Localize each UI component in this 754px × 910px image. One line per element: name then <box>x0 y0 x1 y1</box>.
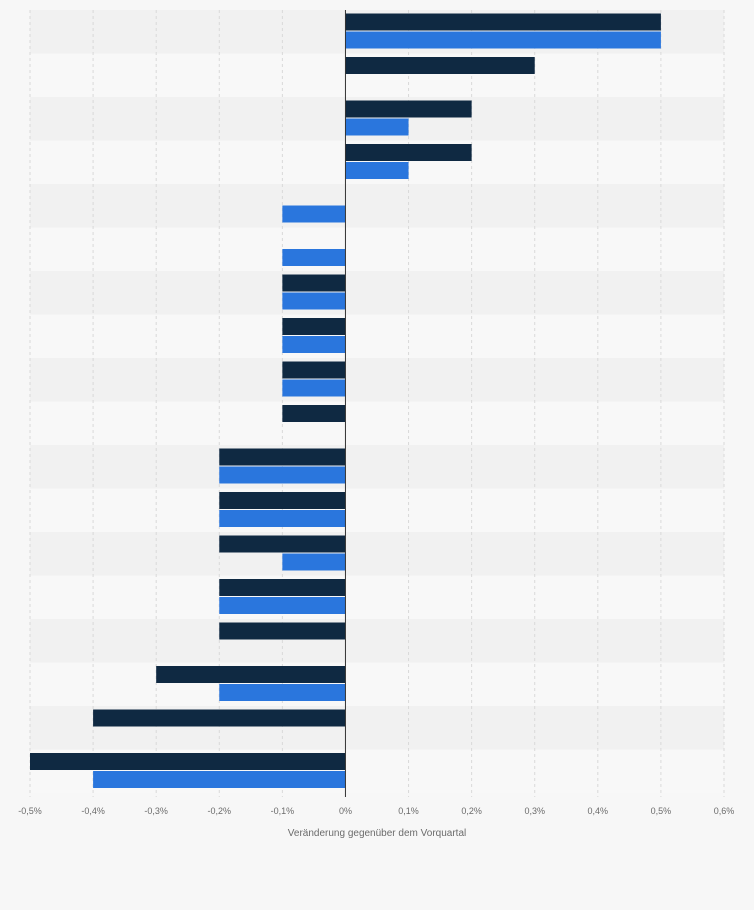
x-tick-label: 0,6% <box>714 806 735 816</box>
bar-series-2 <box>219 510 346 527</box>
row-band <box>30 575 724 619</box>
x-tick-label: 0,4% <box>588 806 609 816</box>
bar-series-2 <box>282 553 346 571</box>
bar-series-2 <box>282 205 346 223</box>
row-band <box>30 488 724 532</box>
row-band <box>30 227 724 271</box>
x-tick-label: -0,2% <box>208 806 232 816</box>
bar-series-1 <box>156 666 346 683</box>
bar-series-1 <box>282 318 346 335</box>
bar-series-1 <box>30 753 346 770</box>
row-band <box>30 314 724 358</box>
x-tick-labels: -0,5% -0,4% -0,3% -0,2% -0,1% 0% 0,1% 0,2% 0,3% 0… <box>18 806 734 816</box>
bar-series-1 <box>93 709 346 727</box>
bar-series-1 <box>219 492 346 509</box>
x-tick-label: -0,3% <box>144 806 168 816</box>
x-tick-label: -0,4% <box>81 806 105 816</box>
bar-series-2 <box>219 466 346 484</box>
bar-series-2 <box>282 249 346 266</box>
x-tick-label: -0,5% <box>18 806 42 816</box>
x-tick-label: 0,5% <box>651 806 672 816</box>
bar-series-1 <box>282 361 346 379</box>
bar-series-2 <box>282 379 346 397</box>
row-band <box>30 401 724 445</box>
bar-series-1 <box>345 100 472 118</box>
bar-series-1 <box>282 405 346 422</box>
row-band <box>30 271 724 315</box>
bar-series-2 <box>219 684 346 701</box>
x-tick-label: 0,2% <box>461 806 482 816</box>
grid-lines <box>29 10 725 797</box>
bar-series-1 <box>219 535 346 553</box>
row-band <box>30 358 724 402</box>
bar-series-2 <box>219 597 346 614</box>
row-band <box>30 445 724 489</box>
row-band <box>30 662 724 706</box>
x-tick-label: -0,1% <box>271 806 295 816</box>
row-band <box>30 532 724 576</box>
bar-series-1 <box>219 622 346 640</box>
bar-series-2 <box>345 118 409 136</box>
bar-series-1 <box>282 274 346 292</box>
x-axis-title: Veränderung gegenüber dem Vorquartal <box>288 828 466 839</box>
x-tick-label: 0,1% <box>398 806 419 816</box>
bar-series-1 <box>345 57 535 74</box>
bar-series-1 <box>219 579 346 596</box>
bar-series-1 <box>345 13 661 31</box>
bar-series-1 <box>345 144 472 161</box>
row-band <box>30 619 724 663</box>
bar-series-2 <box>282 292 346 310</box>
x-tick-label: 0,3% <box>524 806 545 816</box>
bar-series-2 <box>93 771 346 788</box>
bar-series-1 <box>219 448 346 466</box>
bar-series-2 <box>345 162 409 179</box>
bar-series-2 <box>345 31 661 49</box>
row-band <box>30 184 724 228</box>
bar-series-2 <box>282 336 346 353</box>
bars <box>30 13 661 788</box>
x-tick-label: 0% <box>339 806 352 816</box>
